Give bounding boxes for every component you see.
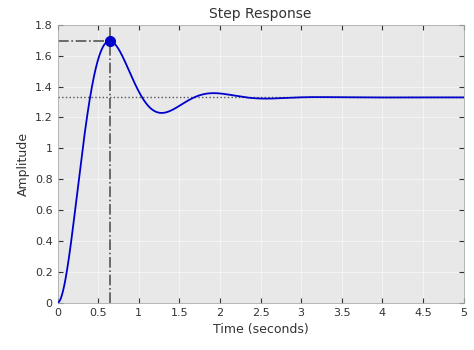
X-axis label: Time (seconds): Time (seconds) bbox=[213, 323, 309, 336]
Y-axis label: Amplitude: Amplitude bbox=[17, 132, 29, 196]
Title: Step Response: Step Response bbox=[210, 7, 312, 21]
